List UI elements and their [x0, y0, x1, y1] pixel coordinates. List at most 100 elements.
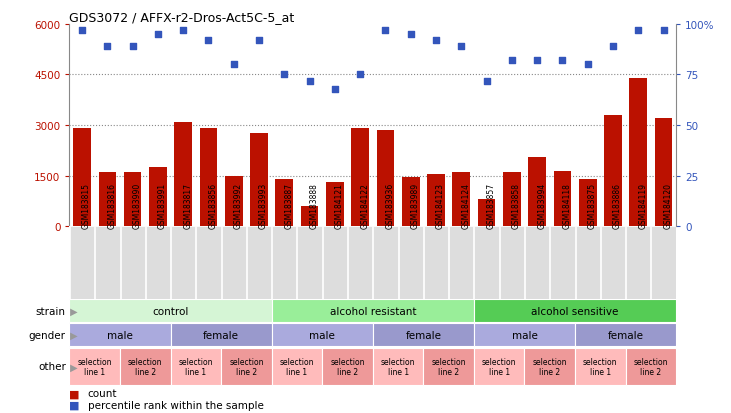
FancyBboxPatch shape — [171, 227, 195, 299]
FancyBboxPatch shape — [601, 227, 625, 299]
Bar — [200, 129, 217, 227]
Bar — [427, 175, 445, 227]
Bar — [300, 206, 319, 227]
FancyBboxPatch shape — [298, 227, 322, 299]
Text: GSM183886: GSM183886 — [613, 183, 622, 229]
Text: GSM183990: GSM183990 — [132, 183, 142, 229]
FancyBboxPatch shape — [374, 227, 398, 299]
FancyBboxPatch shape — [145, 227, 170, 299]
Bar — [604, 116, 622, 227]
Point — [152, 31, 164, 38]
Point — [582, 62, 594, 69]
Text: GSM183856: GSM183856 — [208, 183, 218, 229]
FancyBboxPatch shape — [524, 348, 575, 385]
FancyBboxPatch shape — [170, 323, 272, 347]
FancyBboxPatch shape — [120, 348, 170, 385]
FancyBboxPatch shape — [272, 323, 373, 347]
Point — [607, 44, 619, 50]
Text: ▶: ▶ — [67, 361, 78, 372]
Bar — [225, 176, 243, 227]
FancyBboxPatch shape — [348, 227, 372, 299]
Text: selection
line 1: selection line 1 — [178, 357, 213, 376]
FancyBboxPatch shape — [525, 227, 549, 299]
Bar — [452, 173, 470, 227]
Text: control: control — [152, 306, 189, 316]
FancyBboxPatch shape — [69, 299, 272, 323]
FancyBboxPatch shape — [474, 227, 499, 299]
Bar — [553, 171, 571, 227]
Text: GSM183993: GSM183993 — [259, 183, 268, 229]
Text: selection
line 2: selection line 2 — [431, 357, 466, 376]
Text: strain: strain — [36, 306, 66, 316]
Text: GSM184124: GSM184124 — [461, 183, 470, 229]
Bar — [376, 131, 394, 227]
Text: GSM183989: GSM183989 — [411, 183, 420, 229]
FancyBboxPatch shape — [373, 348, 423, 385]
Point — [279, 72, 290, 78]
Text: other: other — [38, 361, 66, 372]
Bar — [629, 78, 647, 227]
Point — [658, 28, 670, 34]
Point — [455, 44, 467, 50]
Text: selection
line 2: selection line 2 — [229, 357, 264, 376]
Text: GSM184123: GSM184123 — [436, 183, 445, 229]
FancyBboxPatch shape — [247, 227, 271, 299]
Text: selection
line 2: selection line 2 — [634, 357, 668, 376]
Text: GSM183994: GSM183994 — [537, 183, 546, 229]
Text: alcohol resistant: alcohol resistant — [330, 306, 416, 316]
FancyBboxPatch shape — [69, 323, 170, 347]
Text: selection
line 1: selection line 1 — [482, 357, 517, 376]
Text: GSM183817: GSM183817 — [183, 183, 192, 229]
Text: female: female — [607, 330, 643, 340]
Point — [228, 62, 240, 69]
Text: GSM184120: GSM184120 — [664, 183, 673, 229]
Text: ■: ■ — [69, 388, 80, 398]
Text: GSM183816: GSM183816 — [107, 183, 116, 229]
FancyBboxPatch shape — [550, 227, 575, 299]
FancyBboxPatch shape — [95, 227, 119, 299]
Text: GSM183815: GSM183815 — [82, 183, 91, 229]
Point — [102, 44, 113, 50]
Bar — [276, 180, 293, 227]
Point — [355, 72, 366, 78]
Point — [329, 86, 341, 93]
FancyBboxPatch shape — [69, 348, 120, 385]
Bar — [149, 168, 167, 227]
Point — [178, 28, 189, 34]
FancyBboxPatch shape — [449, 227, 474, 299]
Text: selection
line 1: selection line 1 — [583, 357, 618, 376]
Text: alcohol sensitive: alcohol sensitive — [531, 306, 618, 316]
Point — [531, 58, 543, 64]
FancyBboxPatch shape — [500, 227, 524, 299]
Text: male: male — [107, 330, 133, 340]
Point — [304, 78, 316, 85]
FancyBboxPatch shape — [322, 348, 373, 385]
Text: selection
line 1: selection line 1 — [280, 357, 314, 376]
Text: GSM183936: GSM183936 — [385, 183, 395, 229]
FancyBboxPatch shape — [423, 348, 474, 385]
Point — [556, 58, 568, 64]
Text: female: female — [203, 330, 239, 340]
FancyBboxPatch shape — [398, 227, 423, 299]
Point — [379, 28, 391, 34]
FancyBboxPatch shape — [323, 227, 347, 299]
Text: GSM183888: GSM183888 — [310, 183, 319, 229]
Text: percentile rank within the sample: percentile rank within the sample — [88, 400, 264, 410]
Text: GSM183858: GSM183858 — [512, 183, 521, 229]
Point — [253, 38, 265, 44]
Point — [405, 31, 417, 38]
FancyBboxPatch shape — [221, 227, 246, 299]
Bar — [579, 180, 596, 227]
FancyBboxPatch shape — [626, 348, 676, 385]
FancyBboxPatch shape — [70, 227, 94, 299]
FancyBboxPatch shape — [575, 348, 626, 385]
Bar — [655, 119, 673, 227]
Bar — [529, 158, 546, 227]
Text: female: female — [406, 330, 442, 340]
FancyBboxPatch shape — [575, 323, 676, 347]
Text: GSM184118: GSM184118 — [562, 183, 572, 229]
Bar — [175, 122, 192, 227]
FancyBboxPatch shape — [474, 299, 676, 323]
FancyBboxPatch shape — [170, 348, 221, 385]
FancyBboxPatch shape — [197, 227, 221, 299]
